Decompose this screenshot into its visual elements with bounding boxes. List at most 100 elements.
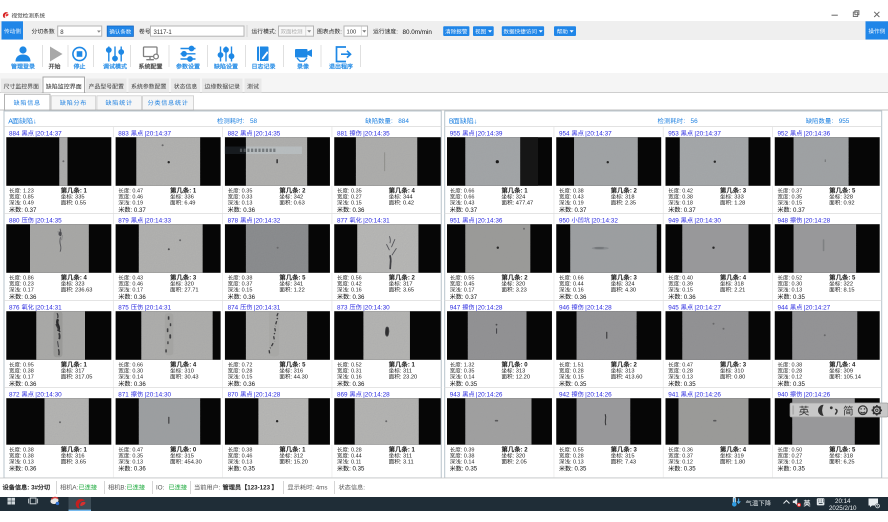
svg-text:: 477.47: : 477.47 — [513, 201, 534, 207]
svg-text:: 333: : 333 — [731, 195, 744, 201]
svg-text::: : — [243, 118, 245, 125]
svg-text:|20:14:36: |20:14:36 — [476, 217, 503, 224]
svg-text:|20:14:37: |20:14:37 — [145, 130, 172, 137]
svg-text::: : — [391, 118, 393, 125]
svg-text:: 0.15: : 0.15 — [570, 375, 584, 381]
svg-text:: 309: : 309 — [840, 369, 853, 375]
svg-text:: 0.36: : 0.36 — [349, 381, 365, 388]
svg-text:: 2: : 2 — [630, 363, 638, 369]
svg-text:943: 943 — [450, 391, 461, 398]
svg-text:: 0.36: : 0.36 — [131, 294, 147, 301]
svg-text:: 0.35: : 0.35 — [680, 381, 696, 388]
svg-text:: 1.28: : 1.28 — [731, 201, 745, 207]
svg-text:: 0.13: : 0.13 — [239, 201, 253, 207]
svg-text:874: 874 — [228, 304, 239, 311]
svg-text:: 0.13: : 0.13 — [570, 460, 584, 466]
svg-text:: 0.38: : 0.38 — [239, 448, 253, 454]
svg-text:954: 954 — [559, 130, 570, 137]
svg-text:: 2: : 2 — [408, 276, 416, 282]
svg-text:942: 942 — [559, 391, 570, 398]
svg-text:: 0.35: : 0.35 — [788, 195, 802, 201]
svg-text:: 0.95: : 0.95 — [20, 363, 34, 369]
svg-text:: 0.49: : 0.49 — [20, 201, 34, 207]
svg-text:: 0.13: : 0.13 — [129, 460, 143, 466]
svg-text:|20:14:28: |20:14:28 — [363, 391, 390, 398]
svg-text:: 0.13: : 0.13 — [239, 460, 253, 466]
svg-text:|20:14:27: |20:14:27 — [804, 304, 831, 311]
svg-text:: 4: : 4 — [189, 363, 197, 369]
svg-text:: 0.36: : 0.36 — [349, 207, 365, 214]
svg-text:: 0.35: : 0.35 — [790, 381, 806, 388]
svg-text:: 0.17: : 0.17 — [461, 288, 475, 294]
svg-text:|20:14:35: |20:14:35 — [254, 130, 281, 137]
svg-text:B: B — [449, 119, 454, 126]
svg-text:: 0.35: : 0.35 — [348, 189, 362, 195]
svg-text:|20:14:35: |20:14:35 — [363, 130, 390, 137]
svg-text:: 0.35: : 0.35 — [571, 466, 587, 473]
svg-text:: 0.35: : 0.35 — [461, 369, 475, 375]
svg-text:: 4: : 4 — [739, 448, 747, 454]
svg-text:: 1.32: : 1.32 — [461, 363, 475, 369]
svg-text:878: 878 — [228, 217, 239, 224]
svg-text:871: 871 — [118, 391, 129, 398]
svg-text:: 1: : 1 — [189, 189, 197, 195]
svg-text:|20:14:37: |20:14:37 — [585, 130, 612, 137]
svg-text:: 319: : 319 — [731, 454, 744, 460]
svg-text:: 1: : 1 — [408, 363, 416, 369]
svg-text:: 0.16: : 0.16 — [570, 288, 584, 294]
svg-text:: 0.37: : 0.37 — [571, 207, 587, 214]
svg-text:: 315: : 315 — [181, 454, 194, 460]
svg-text:: 0.38: : 0.38 — [679, 195, 693, 201]
svg-text:: 0.28: : 0.28 — [570, 369, 584, 375]
svg-text::: : — [396, 29, 398, 35]
svg-text:: 336: : 336 — [181, 195, 194, 201]
svg-text::: : — [832, 118, 834, 125]
svg-text:: 2: : 2 — [299, 189, 307, 195]
svg-text:: 344: : 344 — [400, 195, 413, 201]
svg-text:: 3.23: : 3.23 — [513, 288, 527, 294]
svg-text:: 0.15: : 0.15 — [679, 288, 693, 294]
svg-text:: 0.36: : 0.36 — [571, 294, 587, 301]
svg-text:|20:14:26: |20:14:26 — [585, 391, 612, 398]
svg-text:: 0.11: : 0.11 — [348, 460, 361, 466]
svg-text:: 0.36: : 0.36 — [349, 294, 365, 301]
svg-text:|20:14:28: |20:14:28 — [254, 391, 281, 398]
svg-text:: 0.43: : 0.43 — [570, 195, 584, 201]
svg-text:: 328: : 328 — [840, 195, 853, 201]
svg-text::: : — [219, 485, 221, 492]
svg-text:: 0.38: : 0.38 — [570, 189, 584, 195]
svg-text:: 0.15: : 0.15 — [239, 288, 253, 294]
svg-text:: 0.36: : 0.36 — [680, 294, 696, 301]
svg-text:: 0.66: : 0.66 — [461, 189, 475, 195]
svg-text:: 0.55: : 0.55 — [570, 448, 584, 454]
svg-text:: 0.40: : 0.40 — [679, 276, 693, 282]
svg-text:869: 869 — [337, 391, 348, 398]
svg-text:: 0.36: : 0.36 — [131, 381, 147, 388]
svg-text:|20:14:31: |20:14:31 — [363, 217, 390, 224]
svg-text:: 4: : 4 — [408, 189, 416, 195]
svg-text:: 7.43: : 7.43 — [622, 460, 636, 466]
svg-text:940: 940 — [777, 391, 788, 398]
svg-text::: : — [363, 485, 365, 492]
svg-text:: 3: : 3 — [630, 276, 638, 282]
svg-text:: 322: : 322 — [840, 282, 853, 288]
svg-text:: 0.37: : 0.37 — [131, 207, 147, 214]
svg-text:: 27.71: : 27.71 — [181, 288, 198, 294]
svg-text:: 0.16: : 0.16 — [348, 288, 362, 294]
svg-text:951: 951 — [450, 217, 461, 224]
svg-text:: 320: : 320 — [513, 454, 526, 460]
svg-text:: 0.37: : 0.37 — [790, 207, 806, 214]
svg-text:58: 58 — [250, 118, 258, 125]
svg-text:941: 941 — [668, 391, 679, 398]
svg-text:: 2.05: : 2.05 — [513, 460, 527, 466]
svg-text:: 0.42: : 0.42 — [679, 189, 693, 195]
svg-text:: 0.92: : 0.92 — [840, 201, 854, 207]
svg-text:|20:14:35: |20:14:35 — [35, 217, 62, 224]
svg-text:: 3.65: : 3.65 — [400, 288, 414, 294]
svg-text:↓: ↓ — [33, 119, 37, 126]
svg-text:: 0.14: : 0.14 — [129, 375, 143, 381]
svg-text:: 0.28: : 0.28 — [679, 369, 693, 375]
svg-text:875: 875 — [118, 304, 129, 311]
svg-text:8: 8 — [60, 30, 64, 36]
svg-text:: 105.14: : 105.14 — [840, 375, 861, 381]
